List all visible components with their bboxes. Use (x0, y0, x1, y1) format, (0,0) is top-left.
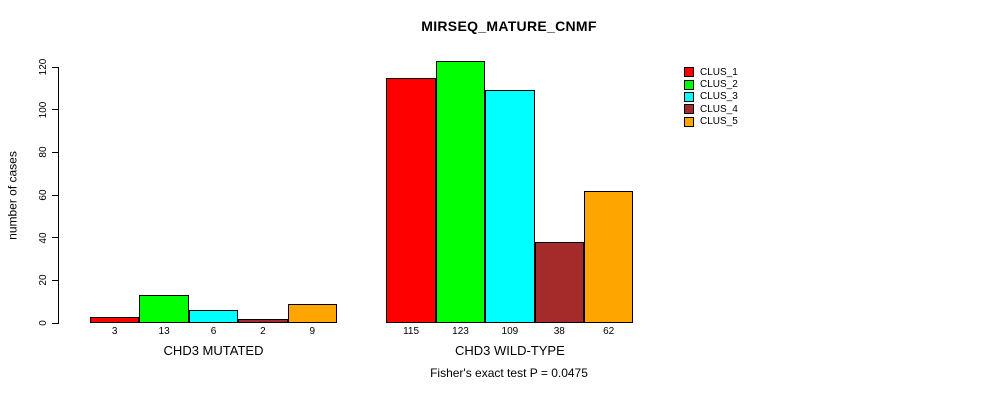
bar-value-label: 3 (111, 326, 118, 337)
legend-item-clus_2: CLUS_2 (684, 78, 738, 90)
legend-label: CLUS_2 (700, 79, 738, 91)
legend-item-clus_4: CLUS_4 (684, 103, 738, 115)
legend-swatch-icon (684, 116, 694, 127)
legend-swatch-icon (684, 79, 694, 90)
bar-clus_1 (90, 316, 140, 323)
bar-clus_4 (238, 318, 288, 323)
legend-item-clus_3: CLUS_3 (684, 91, 738, 103)
y-tick-mark (52, 279, 58, 281)
y-tick-mark (52, 194, 58, 196)
bar-value-label: 6 (210, 326, 217, 337)
bar-value-label: 13 (158, 326, 170, 337)
bar-clus_2 (435, 60, 486, 323)
y-tick-mark (52, 66, 58, 68)
legend-label: CLUS_3 (700, 91, 738, 103)
bar-value-label: 2 (260, 326, 266, 337)
annotation-text: Fisher's exact test P = 0.0475 (430, 366, 588, 380)
y-tick-mark (52, 109, 58, 111)
bar-value-label: 115 (403, 326, 420, 337)
legend-label: CLUS_4 (700, 103, 738, 115)
bar-clus_2 (139, 295, 189, 323)
legend-item-clus_5: CLUS_5 (684, 116, 738, 128)
y-tick-mark (52, 237, 58, 239)
y-axis-title: number of cases (5, 151, 20, 240)
bar-value-label: 62 (603, 326, 615, 337)
bar-clus_3 (485, 90, 535, 323)
chart-title: MIRSEQ_MATURE_CNMF (421, 18, 597, 34)
bar-clus_4 (534, 241, 584, 323)
legend-label: CLUS_5 (700, 116, 738, 128)
y-tick-mark (52, 322, 58, 324)
bar-value-label: 9 (309, 326, 316, 337)
bar-value-label: 109 (501, 326, 519, 337)
legend-swatch-icon (684, 91, 694, 102)
bar-clus_5 (584, 190, 634, 323)
legend-label: CLUS_1 (700, 66, 738, 78)
legend-swatch-icon (684, 104, 694, 115)
category-label: CHD3 MUTATED (163, 343, 264, 358)
y-tick-label: 120 (38, 58, 49, 76)
bar-value-label: 123 (452, 326, 469, 337)
bar-clus_5 (287, 303, 337, 323)
y-axis-line (58, 67, 59, 324)
y-tick-mark (52, 151, 58, 153)
legend-item-clus_1: CLUS_1 (684, 66, 738, 78)
category-label: CHD3 WILD-TYPE (454, 343, 565, 358)
legend-swatch-icon (684, 67, 694, 78)
bar-value-label: 38 (553, 326, 565, 337)
bar-clus_3 (188, 310, 239, 323)
legend: CLUS_1 CLUS_2 CLUS_3 CLUS_4 CLUS_5 (684, 66, 738, 128)
bar-clus_1 (386, 77, 436, 323)
